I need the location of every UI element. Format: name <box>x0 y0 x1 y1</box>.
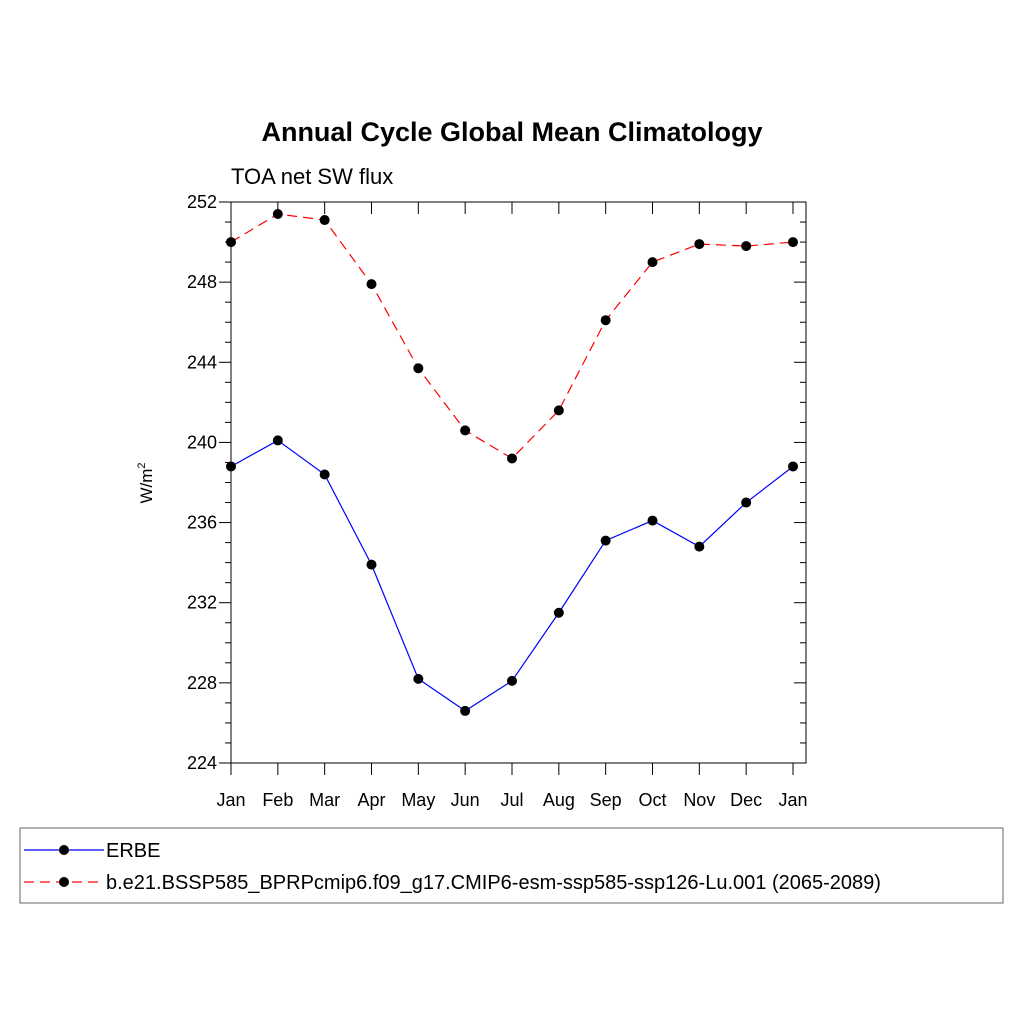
data-point-series-2 <box>319 215 330 226</box>
y-tick-label: 224 <box>187 753 217 773</box>
data-point-series-1 <box>460 705 471 716</box>
y-tick-label: 232 <box>187 593 217 613</box>
data-point-series-2 <box>507 453 517 464</box>
chart-subtitle: TOA net SW flux <box>231 164 393 189</box>
legend: ERBE b.e21.BSSP585_BPRPcmip6.f09_g17.CMIP… <box>24 840 881 894</box>
data-point-series-2 <box>788 237 798 248</box>
x-tick-label: Mar <box>309 790 340 810</box>
y-axis-label: W/m2 <box>136 462 156 503</box>
legend-marker-series-1 <box>59 845 69 855</box>
chart-title: Annual Cycle Global Mean Climatology <box>261 117 762 147</box>
data-point-series-2 <box>694 239 705 250</box>
x-tick-label: Nov <box>683 790 715 810</box>
data-point-series-1 <box>553 607 564 618</box>
x-tick-label: Dec <box>730 790 762 810</box>
x-tick-label: Aug <box>543 790 575 810</box>
y-tick-label: 240 <box>187 432 217 452</box>
data-point-series-1 <box>507 675 517 686</box>
x-tick-label: Apr <box>357 790 385 810</box>
x-tick-label: Oct <box>638 790 666 810</box>
legend-label-series-2: b.e21.BSSP585_BPRPcmip6.f09_g17.CMIP6-es… <box>106 872 881 894</box>
data-point-series-1 <box>366 559 377 570</box>
legend-label-series-1: ERBE <box>106 840 160 862</box>
x-tick-label: Jan <box>216 790 245 810</box>
data-point-series-2 <box>366 279 377 290</box>
legend-box <box>19 827 1004 904</box>
x-tick-label: Sep <box>590 790 622 810</box>
y-tick-label: 236 <box>187 513 217 533</box>
data-point-series-2 <box>741 241 752 252</box>
data-point-series-2 <box>272 209 283 220</box>
data-point-series-1 <box>694 541 705 552</box>
x-tick-label: Jul <box>500 790 523 810</box>
data-point-series-2 <box>460 425 471 436</box>
data-point-series-2 <box>413 363 424 374</box>
data-point-series-2 <box>647 257 658 268</box>
y-tick-label: 252 <box>187 192 217 212</box>
y-tick-label: 228 <box>187 673 217 693</box>
y-axis-label-base: W/m <box>137 469 156 504</box>
x-tick-label: Jan <box>778 790 807 810</box>
data-point-series-1 <box>319 469 330 480</box>
data-series <box>226 209 798 716</box>
data-point-series-1 <box>788 461 798 472</box>
data-point-series-2 <box>600 315 611 326</box>
data-point-series-2 <box>226 237 236 248</box>
y-axis-label-superscript: 2 <box>136 462 148 468</box>
data-point-series-1 <box>647 515 658 526</box>
y-tick-label: 244 <box>187 352 217 372</box>
legend-marker-series-2 <box>59 877 69 887</box>
data-point-series-1 <box>600 535 611 546</box>
data-point-series-1 <box>272 435 283 446</box>
x-tick-label: Jun <box>451 790 480 810</box>
x-tick-label: Feb <box>262 790 293 810</box>
data-point-series-1 <box>226 461 236 472</box>
x-tick-label: May <box>401 790 435 810</box>
data-point-series-1 <box>741 497 752 508</box>
data-point-series-2 <box>553 405 564 416</box>
y-tick-label: 248 <box>187 272 217 292</box>
data-point-series-1 <box>413 673 424 684</box>
axes: 224 228 232 236 240 244 248 252 Jan Feb Mar Apr May J… <box>187 192 808 810</box>
